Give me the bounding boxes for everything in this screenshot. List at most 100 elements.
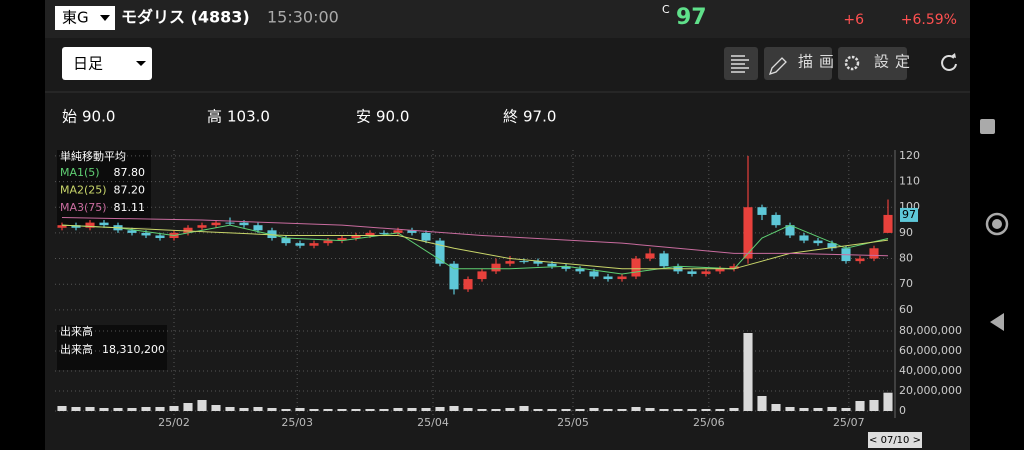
legend-value: 87.20 <box>114 184 146 197</box>
candle-body <box>687 271 697 274</box>
candle-body <box>827 243 837 249</box>
refresh-icon[interactable] <box>941 55 957 71</box>
volume-bar <box>631 407 641 411</box>
volume-bar <box>99 408 109 411</box>
volume-bar <box>379 409 389 411</box>
ohlc-name: 終 <box>503 108 518 126</box>
candle-body <box>449 263 459 290</box>
candle-body <box>351 235 361 239</box>
candle-body <box>71 225 81 228</box>
volume-bar <box>141 407 151 411</box>
candle-body <box>757 207 767 215</box>
legend-name: MA2(25) <box>60 184 107 197</box>
period-dropdown[interactable] <box>62 47 152 80</box>
ohlc-value: 103.0 <box>227 108 270 126</box>
candle-body <box>519 261 529 263</box>
y-tick-label: 60,000,000 <box>899 344 962 357</box>
candle-body <box>575 268 585 272</box>
volume-bar <box>449 406 459 411</box>
volume-bar <box>813 408 823 411</box>
volume-bar <box>463 408 473 411</box>
stock-name: モダリス (4883) <box>121 8 250 27</box>
volume-bar <box>57 406 67 411</box>
legend-name: MA1(5) <box>60 166 100 179</box>
y-tick-label: 40,000,000 <box>899 364 962 377</box>
volume-bar <box>575 409 585 411</box>
candle-body <box>141 232 151 236</box>
candle-body <box>197 225 207 228</box>
volume-bar <box>197 400 207 411</box>
candle-body <box>771 214 781 226</box>
gear-icon <box>844 55 860 71</box>
candle-body <box>211 222 221 226</box>
candle-body <box>295 243 305 246</box>
volume-bar <box>183 403 193 411</box>
volume-bar <box>715 409 725 411</box>
volume-bar <box>155 407 165 411</box>
volume-bar <box>337 409 347 411</box>
dropdown-arrow <box>100 15 110 21</box>
candle-body <box>785 225 795 236</box>
volume-bar <box>589 408 599 411</box>
y-tick-label: 20,000,000 <box>899 384 962 397</box>
ohlc-name: 高 <box>207 108 222 126</box>
volume-bar <box>239 408 249 411</box>
candle-body <box>281 238 291 244</box>
candle-body <box>589 271 599 277</box>
candle-body <box>477 271 487 280</box>
candle-body <box>883 214 893 233</box>
settings-button[interactable] <box>838 47 907 80</box>
candle-body <box>337 238 347 241</box>
volume-bar <box>617 409 627 411</box>
volume-bar <box>701 409 711 411</box>
candle-body <box>225 222 235 224</box>
candle-body <box>505 261 515 264</box>
candle-body <box>743 207 753 259</box>
ohlc-name: 始 <box>62 108 77 126</box>
nav-home[interactable] <box>985 212 1009 236</box>
y-tick-label: 110 <box>899 175 920 188</box>
volume-bar <box>309 409 319 411</box>
candle-body <box>127 230 137 233</box>
volume-bar <box>743 333 753 411</box>
volume-bar <box>687 409 697 411</box>
candle-body <box>253 225 263 231</box>
nav-back[interactable] <box>990 313 1004 331</box>
volume-bar <box>253 407 263 411</box>
cursor-badge <box>868 432 922 448</box>
candle-body <box>57 225 67 228</box>
candle-body <box>365 232 375 236</box>
ohlc-name: 安 <box>356 108 371 126</box>
y-tick-label: 0 <box>899 404 906 417</box>
candle-body <box>617 276 627 280</box>
y-tick-label: 80 <box>899 252 913 265</box>
y-tick-label: 90 <box>899 226 913 239</box>
ma-legend-box <box>57 150 151 227</box>
candle-body <box>659 253 669 267</box>
pencil-icon <box>768 57 787 76</box>
volume-bar <box>85 407 95 411</box>
legend-name: MA3(75) <box>60 201 107 214</box>
volume-bar <box>547 409 557 411</box>
x-tick-label: 25/03 <box>281 416 313 429</box>
nav-recent[interactable] <box>980 119 995 134</box>
volume-legend-name: 出来高 <box>60 342 93 356</box>
period: 日足 <box>73 55 103 73</box>
volume-bar <box>883 392 893 411</box>
price: 97 <box>676 5 707 30</box>
x-tick-label: 25/05 <box>557 416 589 429</box>
volume-bar <box>351 409 361 411</box>
x-tick-label: 25/06 <box>693 416 725 429</box>
change: +6 <box>843 12 864 28</box>
ma-line <box>61 216 889 257</box>
y-tick-label: 120 <box>899 149 920 162</box>
draw-label: 描画 <box>798 53 840 71</box>
candle-body <box>323 240 333 244</box>
volume-bar <box>785 407 795 411</box>
candle-body <box>99 222 109 226</box>
draw-button[interactable] <box>764 47 832 80</box>
volume-legend-box <box>57 325 167 370</box>
candle-body <box>813 240 823 244</box>
dropdown-arrow <box>136 61 146 66</box>
